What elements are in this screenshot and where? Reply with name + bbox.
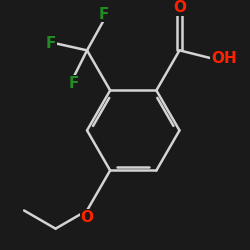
Text: F: F [46, 36, 56, 51]
Text: O: O [80, 210, 94, 224]
Text: O: O [173, 0, 186, 15]
Text: F: F [69, 76, 79, 91]
Text: F: F [98, 6, 109, 22]
Text: OH: OH [211, 51, 237, 66]
